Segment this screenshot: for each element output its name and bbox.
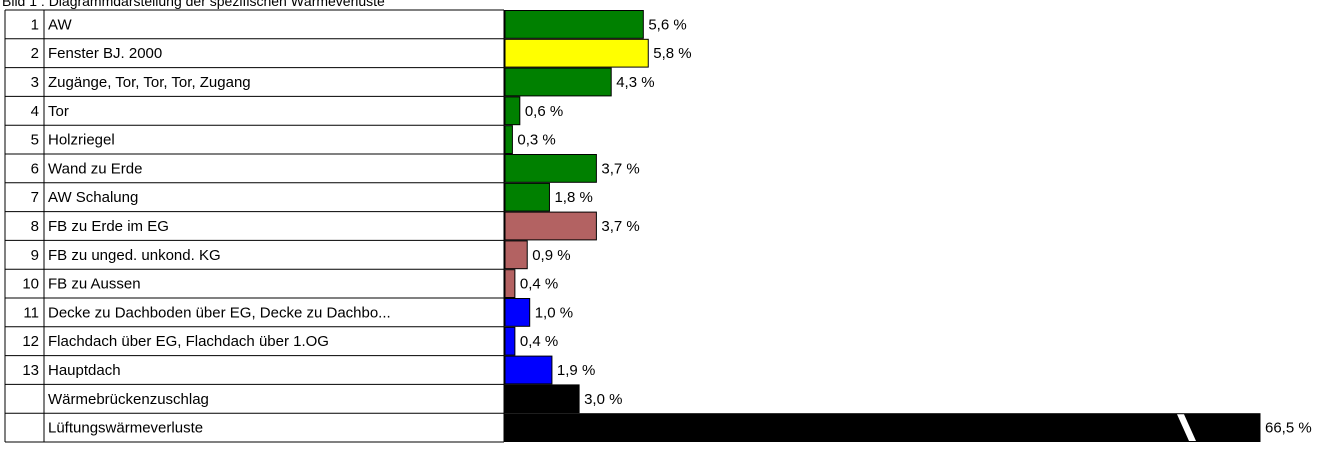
category-label: FB zu Erde im EG — [48, 218, 169, 235]
row-number: 9 — [31, 247, 39, 264]
value-label: 4,3 % — [616, 74, 654, 91]
bar — [504, 355, 553, 385]
value-label: 1,8 % — [554, 189, 592, 206]
value-label: 3,0 % — [584, 391, 622, 408]
category-label: Tor — [48, 103, 69, 120]
label-table: 1 AW 2 Fenster BJ. 2000 3 Zugänge, Tor, Tor, … — [4, 9, 505, 443]
category-label: FB zu Aussen — [48, 276, 141, 293]
bar — [504, 125, 513, 154]
category-label: Fenster BJ. 2000 — [48, 45, 162, 62]
category-label: Decke zu Dachboden über EG, Decke zu Dac… — [48, 304, 391, 321]
row-number: 4 — [31, 103, 39, 120]
category-label: Flachdach über EG, Flachdach über 1.OG — [48, 333, 329, 350]
axis-break-mark — [1177, 414, 1196, 441]
row-number: 12 — [22, 333, 39, 350]
row-number: 10 — [22, 276, 39, 293]
bar — [504, 96, 521, 126]
row-number: 3 — [31, 74, 39, 91]
value-label: 0,6 % — [525, 103, 563, 120]
value-label: 5,6 % — [648, 16, 686, 33]
row-number: 11 — [23, 304, 39, 321]
row-number: 6 — [31, 160, 39, 177]
bar — [504, 413, 1261, 443]
bar — [504, 154, 597, 183]
category-label: Lüftungswärmeverluste — [48, 420, 203, 437]
bar — [504, 326, 516, 356]
value-label: 0,3 % — [517, 132, 555, 149]
category-label: Zugänge, Tor, Tor, Tor, Zugang — [48, 74, 251, 91]
bar — [504, 269, 516, 299]
bar — [504, 182, 550, 212]
row-number: 5 — [31, 132, 39, 149]
row-number: 2 — [31, 45, 39, 62]
category-label: Wärmebrückenzuschlag — [48, 391, 209, 408]
category-label: Wand zu Erde — [48, 160, 143, 177]
category-label: FB zu unged. unkond. KG — [48, 247, 221, 264]
row-number: 13 — [22, 362, 39, 379]
value-label: 1,0 % — [535, 304, 573, 321]
value-label: 0,4 % — [520, 276, 558, 293]
bar — [504, 10, 644, 39]
value-label: 3,7 % — [601, 218, 639, 235]
value-label: 5,8 % — [653, 45, 691, 62]
row-number: 8 — [31, 218, 39, 235]
row-number: 7 — [31, 189, 39, 206]
bar — [504, 211, 597, 241]
value-label: 3,7 % — [601, 160, 639, 177]
value-label: 1,9 % — [557, 362, 595, 379]
row-number: 1 — [31, 16, 39, 33]
category-label: Hauptdach — [48, 362, 121, 379]
bar — [504, 384, 580, 414]
bar — [504, 298, 531, 327]
category-label: Holzriegel — [48, 132, 115, 149]
category-label: AW — [48, 16, 72, 33]
bars: 5,6 % 5,8 % 4,3 % 0,6 % 0,3 % 3,7 % 1,8 % 3,7 %… — [504, 10, 1312, 443]
bar — [504, 240, 528, 270]
bar — [504, 67, 612, 97]
value-label: 0,4 % — [520, 333, 558, 350]
value-label: 66,5 % — [1265, 420, 1312, 437]
chart-title: Bild 1 : Diagrammdarstellung der spezifi… — [2, 0, 385, 9]
bar — [504, 38, 649, 68]
value-label: 0,9 % — [532, 247, 570, 264]
category-label: AW Schalung — [48, 189, 138, 206]
